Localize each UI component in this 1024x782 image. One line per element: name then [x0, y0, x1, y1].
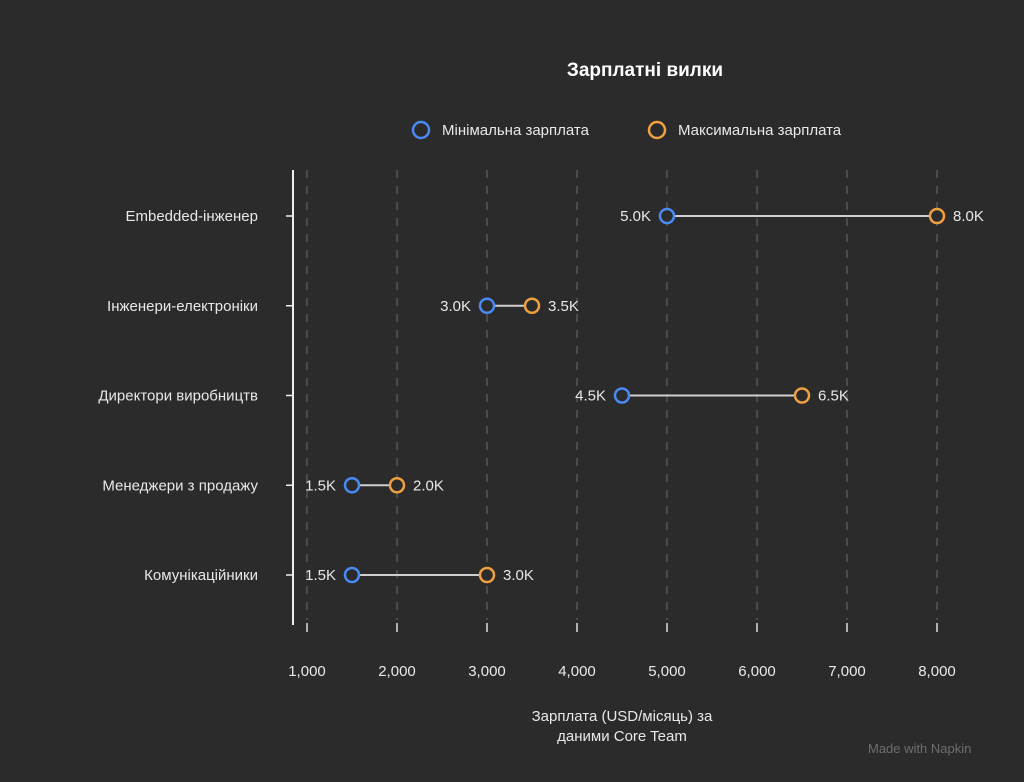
- max-point: [928, 207, 946, 225]
- x-tick-label: 8,000: [918, 663, 956, 680]
- max-data-label: 6.5K: [818, 388, 849, 405]
- max-point: [793, 387, 811, 404]
- y-tick-label: Директори виробництв: [98, 388, 258, 405]
- max-data-label: 3.5K: [548, 298, 579, 315]
- x-tick-label: 7,000: [828, 663, 866, 680]
- x-tick-label: 6,000: [738, 663, 776, 680]
- y-tick-label: Менеджери з продажу: [102, 477, 258, 494]
- x-tick-label: 3,000: [468, 663, 506, 680]
- max-data-label: 3.0K: [503, 567, 534, 584]
- max-point: [523, 297, 541, 314]
- legend-label-1: Максимальна зарплата: [678, 122, 842, 139]
- max-point: [478, 566, 496, 584]
- min-point: [613, 387, 631, 404]
- x-tick-label: 4,000: [558, 663, 596, 680]
- chart-title: Зарплатні вилки: [566, 60, 724, 81]
- x-axis-label: Зарплата (USD/місяць) за даними Core Tea…: [531, 708, 713, 745]
- watermark: Made with Napkin: [868, 741, 972, 756]
- min-data-label: 5.0K: [620, 208, 651, 225]
- min-data-label: 4.5K: [575, 388, 606, 405]
- legend-marker-0: [411, 120, 431, 140]
- min-point: [658, 207, 676, 225]
- legend-label-0: Мінімальна зарплата: [442, 122, 590, 139]
- min-point: [343, 566, 361, 584]
- y-tick-label: Комунікаційники: [144, 567, 258, 584]
- x-tick-label: 2,000: [378, 663, 416, 680]
- min-point: [478, 297, 496, 314]
- min-data-label: 3.0K: [440, 298, 471, 315]
- y-tick-label: Embedded-інженер: [125, 208, 258, 225]
- min-point: [343, 477, 361, 494]
- legend-marker-1: [647, 120, 667, 140]
- max-data-label: 8.0K: [953, 208, 984, 225]
- max-data-label: 2.0K: [413, 477, 444, 494]
- x-tick-label: 1,000: [288, 663, 326, 680]
- max-point: [388, 477, 406, 494]
- y-tick-label: Інженери-електроніки: [107, 298, 258, 315]
- min-data-label: 1.5K: [305, 567, 336, 584]
- x-tick-label: 5,000: [648, 663, 686, 680]
- min-data-label: 1.5K: [305, 477, 336, 494]
